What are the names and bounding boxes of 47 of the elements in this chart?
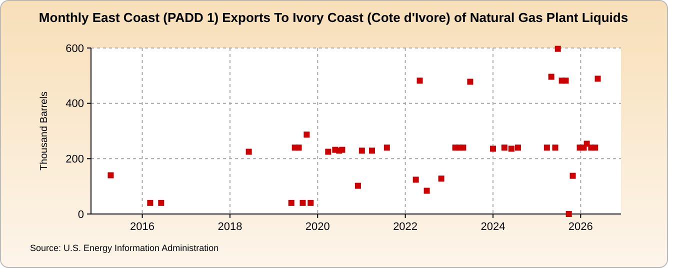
point xyxy=(369,148,375,154)
point xyxy=(552,144,558,151)
point xyxy=(308,200,314,206)
point xyxy=(594,76,601,82)
chart-title: Monthly East Coast (PADD 1) Exports To Ivory Coast (Cote d'Ivore) of Natural Gas Plant Liquids xyxy=(38,10,628,25)
point xyxy=(300,200,306,206)
point xyxy=(158,200,164,206)
y-axis-title: Thousand Barrels xyxy=(39,92,50,170)
point xyxy=(304,132,310,138)
y-tick-label: 200 xyxy=(66,154,84,166)
point xyxy=(325,148,332,155)
x-tick-label: 2020 xyxy=(305,221,330,233)
point xyxy=(296,144,302,151)
point xyxy=(246,148,252,155)
point xyxy=(424,188,430,194)
point xyxy=(412,176,419,183)
point xyxy=(108,172,114,178)
point xyxy=(592,144,598,151)
point xyxy=(570,172,576,179)
point xyxy=(467,78,474,85)
y-tick-label: 400 xyxy=(66,98,84,110)
x-tick-label: 2018 xyxy=(218,221,242,233)
point xyxy=(562,78,569,84)
x-tick-label: 2022 xyxy=(393,221,418,233)
point xyxy=(339,146,346,153)
point xyxy=(490,146,496,152)
point xyxy=(416,78,423,84)
point xyxy=(554,46,561,52)
y-tick-label: 0 xyxy=(78,208,84,221)
x-tick-label: 2024 xyxy=(480,221,506,233)
point xyxy=(514,144,521,151)
point xyxy=(460,144,466,151)
point xyxy=(384,144,390,151)
point xyxy=(501,144,508,151)
point xyxy=(358,148,365,154)
x-tick-label: 2016 xyxy=(130,221,155,233)
source-note: Source: U.S. Energy Information Administration xyxy=(30,243,219,253)
point xyxy=(147,200,154,206)
point xyxy=(508,146,514,152)
point xyxy=(288,200,294,206)
point xyxy=(566,211,572,217)
point xyxy=(354,182,361,189)
point xyxy=(548,74,554,80)
point xyxy=(438,176,444,182)
y-tick-label: 600 xyxy=(66,42,84,55)
x-tick-label: 2026 xyxy=(568,221,593,233)
point xyxy=(544,144,550,151)
